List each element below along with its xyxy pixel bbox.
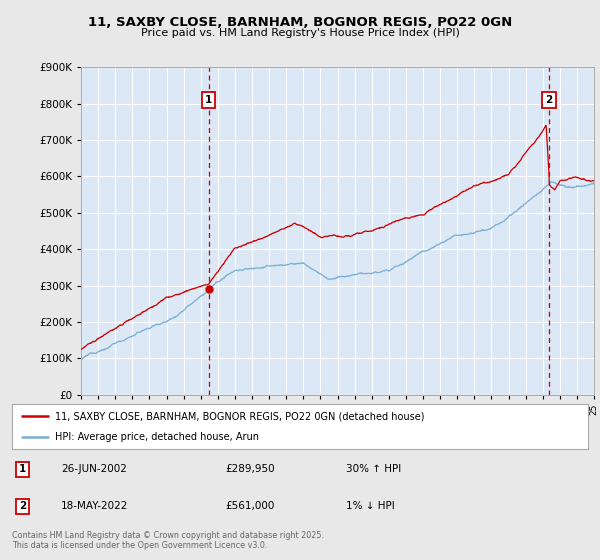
Text: £561,000: £561,000 (225, 501, 274, 511)
Text: 1% ↓ HPI: 1% ↓ HPI (346, 501, 395, 511)
Text: 18-MAY-2022: 18-MAY-2022 (61, 501, 128, 511)
Text: Contains HM Land Registry data © Crown copyright and database right 2025.
This d: Contains HM Land Registry data © Crown c… (12, 531, 324, 550)
Text: 11, SAXBY CLOSE, BARNHAM, BOGNOR REGIS, PO22 0GN: 11, SAXBY CLOSE, BARNHAM, BOGNOR REGIS, … (88, 16, 512, 29)
Text: 2: 2 (545, 95, 553, 105)
Text: £289,950: £289,950 (225, 464, 275, 474)
Text: 30% ↑ HPI: 30% ↑ HPI (346, 464, 401, 474)
Text: Price paid vs. HM Land Registry's House Price Index (HPI): Price paid vs. HM Land Registry's House … (140, 28, 460, 38)
Text: 1: 1 (205, 95, 212, 105)
Text: 11, SAXBY CLOSE, BARNHAM, BOGNOR REGIS, PO22 0GN (detached house): 11, SAXBY CLOSE, BARNHAM, BOGNOR REGIS, … (55, 412, 425, 422)
Text: 1: 1 (19, 464, 26, 474)
Text: 2: 2 (19, 501, 26, 511)
Text: 26-JUN-2002: 26-JUN-2002 (61, 464, 127, 474)
Text: HPI: Average price, detached house, Arun: HPI: Average price, detached house, Arun (55, 432, 259, 442)
